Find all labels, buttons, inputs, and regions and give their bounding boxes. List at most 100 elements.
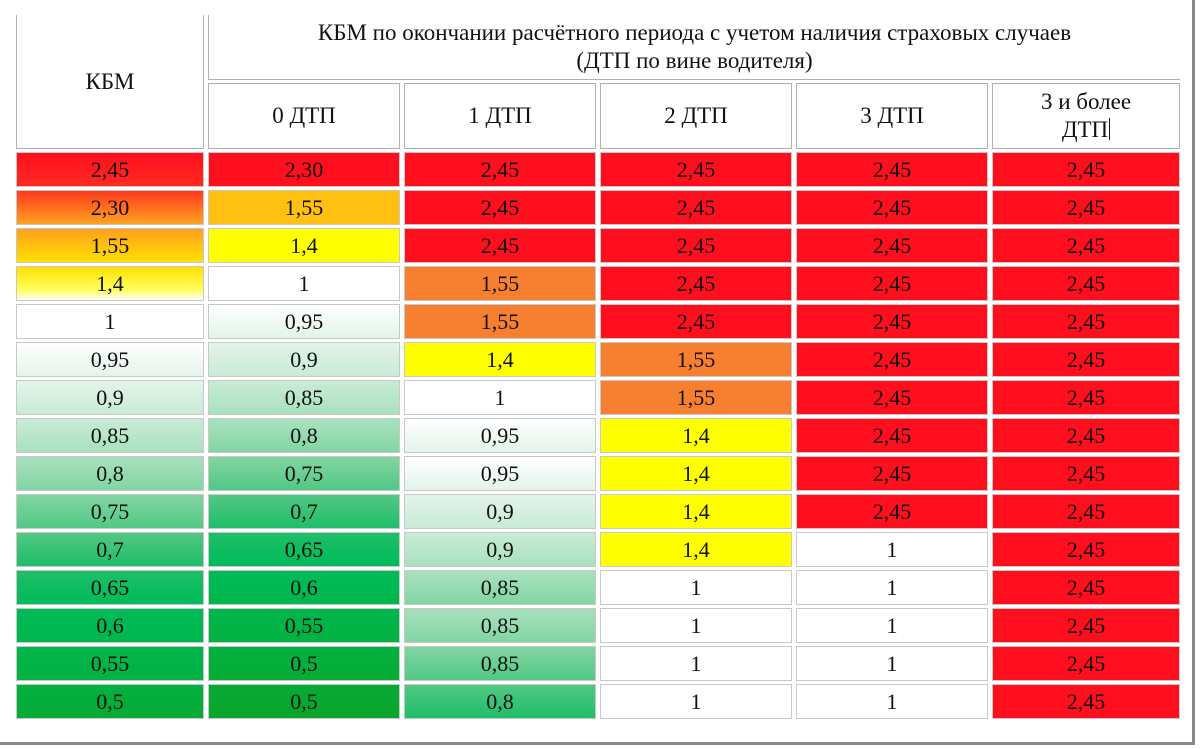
value-cell: 2,45 xyxy=(600,152,792,187)
value-cell: 0,85 xyxy=(208,380,400,415)
table-row: 0,85 0,8 0,95 1,4 2,45 2,45 xyxy=(16,418,1180,453)
value-cell: 0,5 xyxy=(208,684,400,719)
value-cell: 2,45 xyxy=(404,228,596,263)
kbm-cell: 0,65 xyxy=(16,570,204,605)
value-cell: 1,4 xyxy=(600,456,792,491)
value-cell: 1,4 xyxy=(600,418,792,453)
value-cell: 2,45 xyxy=(992,380,1180,415)
value-cell: 2,45 xyxy=(992,304,1180,339)
value-cell: 1,4 xyxy=(600,494,792,529)
col-header-2: 2 ДТП xyxy=(600,83,792,149)
kbm-cell: 0,75 xyxy=(16,494,204,529)
value-cell: 0,7 xyxy=(208,494,400,529)
col-header-4-line2-wrap: ДТП xyxy=(993,116,1179,144)
col-header-1: 1 ДТП xyxy=(404,83,596,149)
value-cell: 1,55 xyxy=(600,342,792,377)
value-cell: 1 xyxy=(208,266,400,301)
table-row: 0,55 0,5 0,85 1 1 2,45 xyxy=(16,646,1180,681)
value-cell: 2,45 xyxy=(992,646,1180,681)
value-cell: 0,8 xyxy=(208,418,400,453)
value-cell: 1 xyxy=(796,532,988,567)
table-row: 0,7 0,65 0,9 1,4 1 2,45 xyxy=(16,532,1180,567)
value-cell: 2,30 xyxy=(208,152,400,187)
value-cell: 1,55 xyxy=(208,190,400,225)
table-row: 0,9 0,85 1 1,55 2,45 2,45 xyxy=(16,380,1180,415)
value-cell: 2,45 xyxy=(404,190,596,225)
value-cell: 2,45 xyxy=(992,228,1180,263)
value-cell: 0,95 xyxy=(208,304,400,339)
main-header: КБМ по окончании расчётного периода с уч… xyxy=(208,15,1180,80)
table-row: 1 0,95 1,55 2,45 2,45 2,45 xyxy=(16,304,1180,339)
value-cell: 1 xyxy=(404,380,596,415)
value-cell: 2,45 xyxy=(600,228,792,263)
kbm-cell: 2,30 xyxy=(16,190,204,225)
value-cell: 0,6 xyxy=(208,570,400,605)
col-header-4-line1: 3 и более xyxy=(993,88,1179,116)
table-row: 0,5 0,5 0,8 1 1 2,45 xyxy=(16,684,1180,719)
value-cell: 2,45 xyxy=(796,304,988,339)
col-header-0: 0 ДТП xyxy=(208,83,400,149)
col-header-4-line2: ДТП xyxy=(1062,117,1108,142)
value-cell: 2,45 xyxy=(992,152,1180,187)
value-cell: 2,45 xyxy=(796,190,988,225)
value-cell: 0,5 xyxy=(208,646,400,681)
value-cell: 2,45 xyxy=(796,418,988,453)
kbm-cell: 0,9 xyxy=(16,380,204,415)
value-cell: 1 xyxy=(600,684,792,719)
value-cell: 0,85 xyxy=(404,570,596,605)
value-cell: 2,45 xyxy=(992,190,1180,225)
value-cell: 1,55 xyxy=(600,380,792,415)
value-cell: 2,45 xyxy=(796,266,988,301)
kbm-cell: 1,4 xyxy=(16,266,204,301)
kbm-cell: 1 xyxy=(16,304,204,339)
value-cell: 2,45 xyxy=(600,304,792,339)
main-header-line2: (ДТП по вине водителя) xyxy=(209,47,1180,75)
table-body: 2,45 2,30 2,45 2,45 2,45 2,45 2,30 1,55 2,45 2,45… xyxy=(16,152,1180,719)
value-cell: 2,45 xyxy=(992,418,1180,453)
value-cell: 0,95 xyxy=(404,456,596,491)
value-cell: 2,45 xyxy=(796,380,988,415)
value-cell: 1 xyxy=(796,608,988,643)
kbm-cell: 0,7 xyxy=(16,532,204,567)
kbm-cell: 0,95 xyxy=(16,342,204,377)
value-cell: 1 xyxy=(600,608,792,643)
value-cell: 1 xyxy=(796,570,988,605)
value-cell: 2,45 xyxy=(600,266,792,301)
value-cell: 2,45 xyxy=(796,342,988,377)
value-cell: 0,9 xyxy=(404,494,596,529)
kbm-cell: 0,8 xyxy=(16,456,204,491)
text-cursor xyxy=(1109,118,1110,140)
table-row: 1,55 1,4 2,45 2,45 2,45 2,45 xyxy=(16,228,1180,263)
value-cell: 1,55 xyxy=(404,304,596,339)
table-row: 0,75 0,7 0,9 1,4 2,45 2,45 xyxy=(16,494,1180,529)
value-cell: 0,9 xyxy=(404,532,596,567)
value-cell: 0,95 xyxy=(404,418,596,453)
kbm-cell: 0,5 xyxy=(16,684,204,719)
value-cell: 1 xyxy=(796,684,988,719)
kbm-cell: 0,85 xyxy=(16,418,204,453)
col-header-3: 3 ДТП xyxy=(796,83,988,149)
value-cell: 0,9 xyxy=(208,342,400,377)
kbm-table: КБМ КБМ по окончании расчётного периода … xyxy=(12,12,1184,722)
table-row: 0,8 0,75 0,95 1,4 2,45 2,45 xyxy=(16,456,1180,491)
value-cell: 2,45 xyxy=(600,190,792,225)
value-cell: 2,45 xyxy=(992,570,1180,605)
value-cell: 1 xyxy=(600,570,792,605)
value-cell: 0,85 xyxy=(404,608,596,643)
value-cell: 2,45 xyxy=(404,152,596,187)
value-cell: 2,45 xyxy=(992,342,1180,377)
value-cell: 0,65 xyxy=(208,532,400,567)
table-row: 0,95 0,9 1,4 1,55 2,45 2,45 xyxy=(16,342,1180,377)
kbm-cell: 1,55 xyxy=(16,228,204,263)
table-row: 0,65 0,6 0,85 1 1 2,45 xyxy=(16,570,1180,605)
value-cell: 1 xyxy=(600,646,792,681)
value-cell: 0,75 xyxy=(208,456,400,491)
value-cell: 2,45 xyxy=(992,266,1180,301)
col-header-4[interactable]: 3 и более ДТП xyxy=(992,83,1180,149)
table-row: 0,6 0,55 0,85 1 1 2,45 xyxy=(16,608,1180,643)
table-row: 2,45 2,30 2,45 2,45 2,45 2,45 xyxy=(16,152,1180,187)
main-header-line1: КБМ по окончании расчётного периода с уч… xyxy=(209,19,1180,47)
kbm-cell: 0,6 xyxy=(16,608,204,643)
value-cell: 1,4 xyxy=(208,228,400,263)
